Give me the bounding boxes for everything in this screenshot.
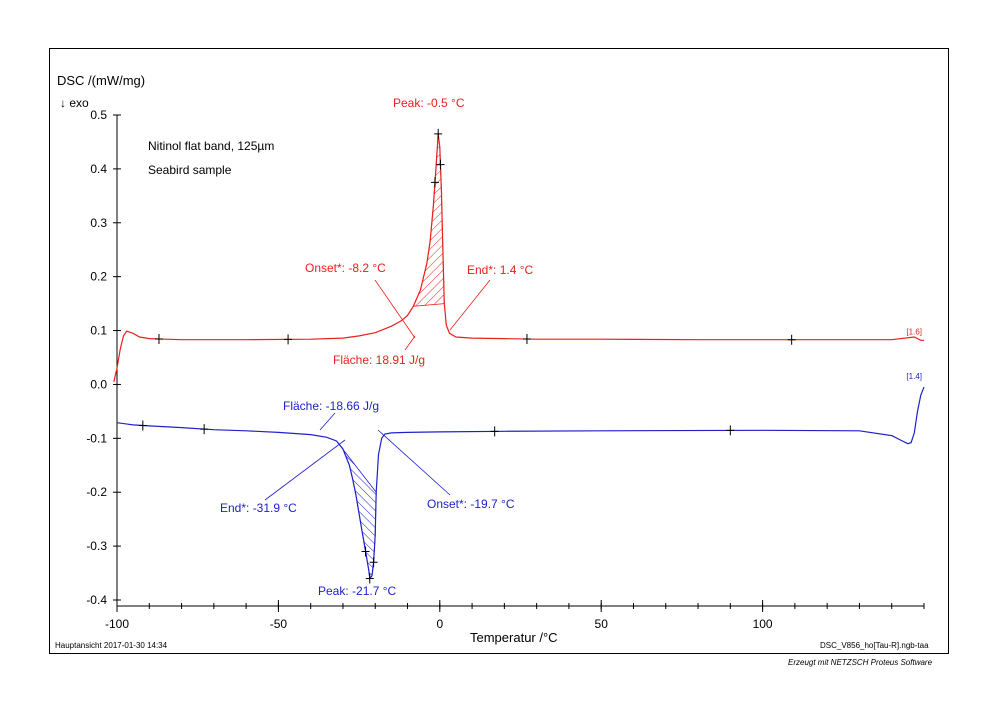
annotation-label: End*: -31.9 °C (220, 501, 297, 515)
y-tick-label: -0.2 (86, 485, 107, 499)
annotation-leader (449, 279, 491, 331)
y-tick-label: 0.1 (90, 324, 107, 338)
annotation-leader (377, 429, 451, 496)
exo-indicator: ↓ exo (60, 96, 89, 110)
footer-view-timestamp: Hauptansicht 2017-01-30 14:34 (55, 641, 168, 650)
curve-marker (787, 334, 796, 345)
annotation-leader (264, 439, 346, 501)
curve-marker (365, 573, 374, 584)
sample-note: Nitinol flat band, 125µm (148, 139, 274, 153)
annotation-label: End*: 1.4 °C (467, 263, 534, 277)
curve-marker (434, 128, 443, 139)
y-tick-label: 0.0 (90, 377, 107, 391)
y-tick-label: -0.1 (86, 431, 107, 445)
segment-label: [1.6] (906, 327, 922, 336)
y-tick-label: 0.2 (90, 270, 107, 284)
y-axis-label: DSC /(mW/mg) (57, 73, 146, 88)
y-tick-label: 0.4 (90, 162, 107, 176)
annotation-label: Fläche: -18.66 J/g (283, 399, 379, 413)
x-tick-label: 100 (753, 617, 773, 631)
curve-marker (154, 333, 163, 344)
curve-marker (361, 546, 370, 557)
curve-marker (369, 557, 378, 568)
y-tick-label: -0.3 (86, 539, 107, 553)
y-tick-label: 0.3 (90, 216, 107, 230)
series-line (116, 386, 925, 580)
x-tick-label: -50 (270, 617, 288, 631)
software-credit: Erzeugt mit NETZSCH Proteus Software (788, 658, 933, 667)
annotation-leader (404, 335, 416, 351)
segment-label: [1.4] (906, 372, 922, 381)
y-tick-label: -0.4 (86, 593, 107, 607)
chart-frame (49, 48, 949, 654)
curve-marker (284, 334, 293, 345)
curve-marker (200, 424, 209, 435)
x-tick-label: 50 (595, 617, 609, 631)
curve-marker (138, 420, 147, 431)
integration-area (412, 133, 445, 307)
annotation-label: Peak: -0.5 °C (393, 96, 465, 110)
annotation-leader (374, 279, 416, 339)
curve-marker (522, 334, 531, 345)
annotation-label: Peak: -21.7 °C (318, 584, 397, 598)
curve-marker (430, 177, 439, 188)
curve-marker (490, 426, 499, 437)
annotation-leader (319, 412, 336, 431)
annotation-label: Onset*: -8.2 °C (305, 261, 386, 275)
curve-marker (436, 159, 445, 170)
y-tick-label: 0.5 (90, 108, 107, 122)
annotation-label: Fläche: 18.91 J/g (333, 353, 425, 367)
x-tick-label: 0 (436, 617, 443, 631)
x-tick-label: -100 (105, 617, 129, 631)
x-axis-label: Temperatur /°C (470, 630, 558, 645)
annotation-label: Onset*: -19.7 °C (427, 497, 515, 511)
footer-filename: DSC_V856_ho[Tau-R].ngb-taa (820, 641, 929, 650)
curve-marker (726, 425, 735, 436)
integration-area (336, 441, 377, 580)
series-line (113, 133, 924, 382)
sample-note: Seabird sample (148, 163, 232, 177)
